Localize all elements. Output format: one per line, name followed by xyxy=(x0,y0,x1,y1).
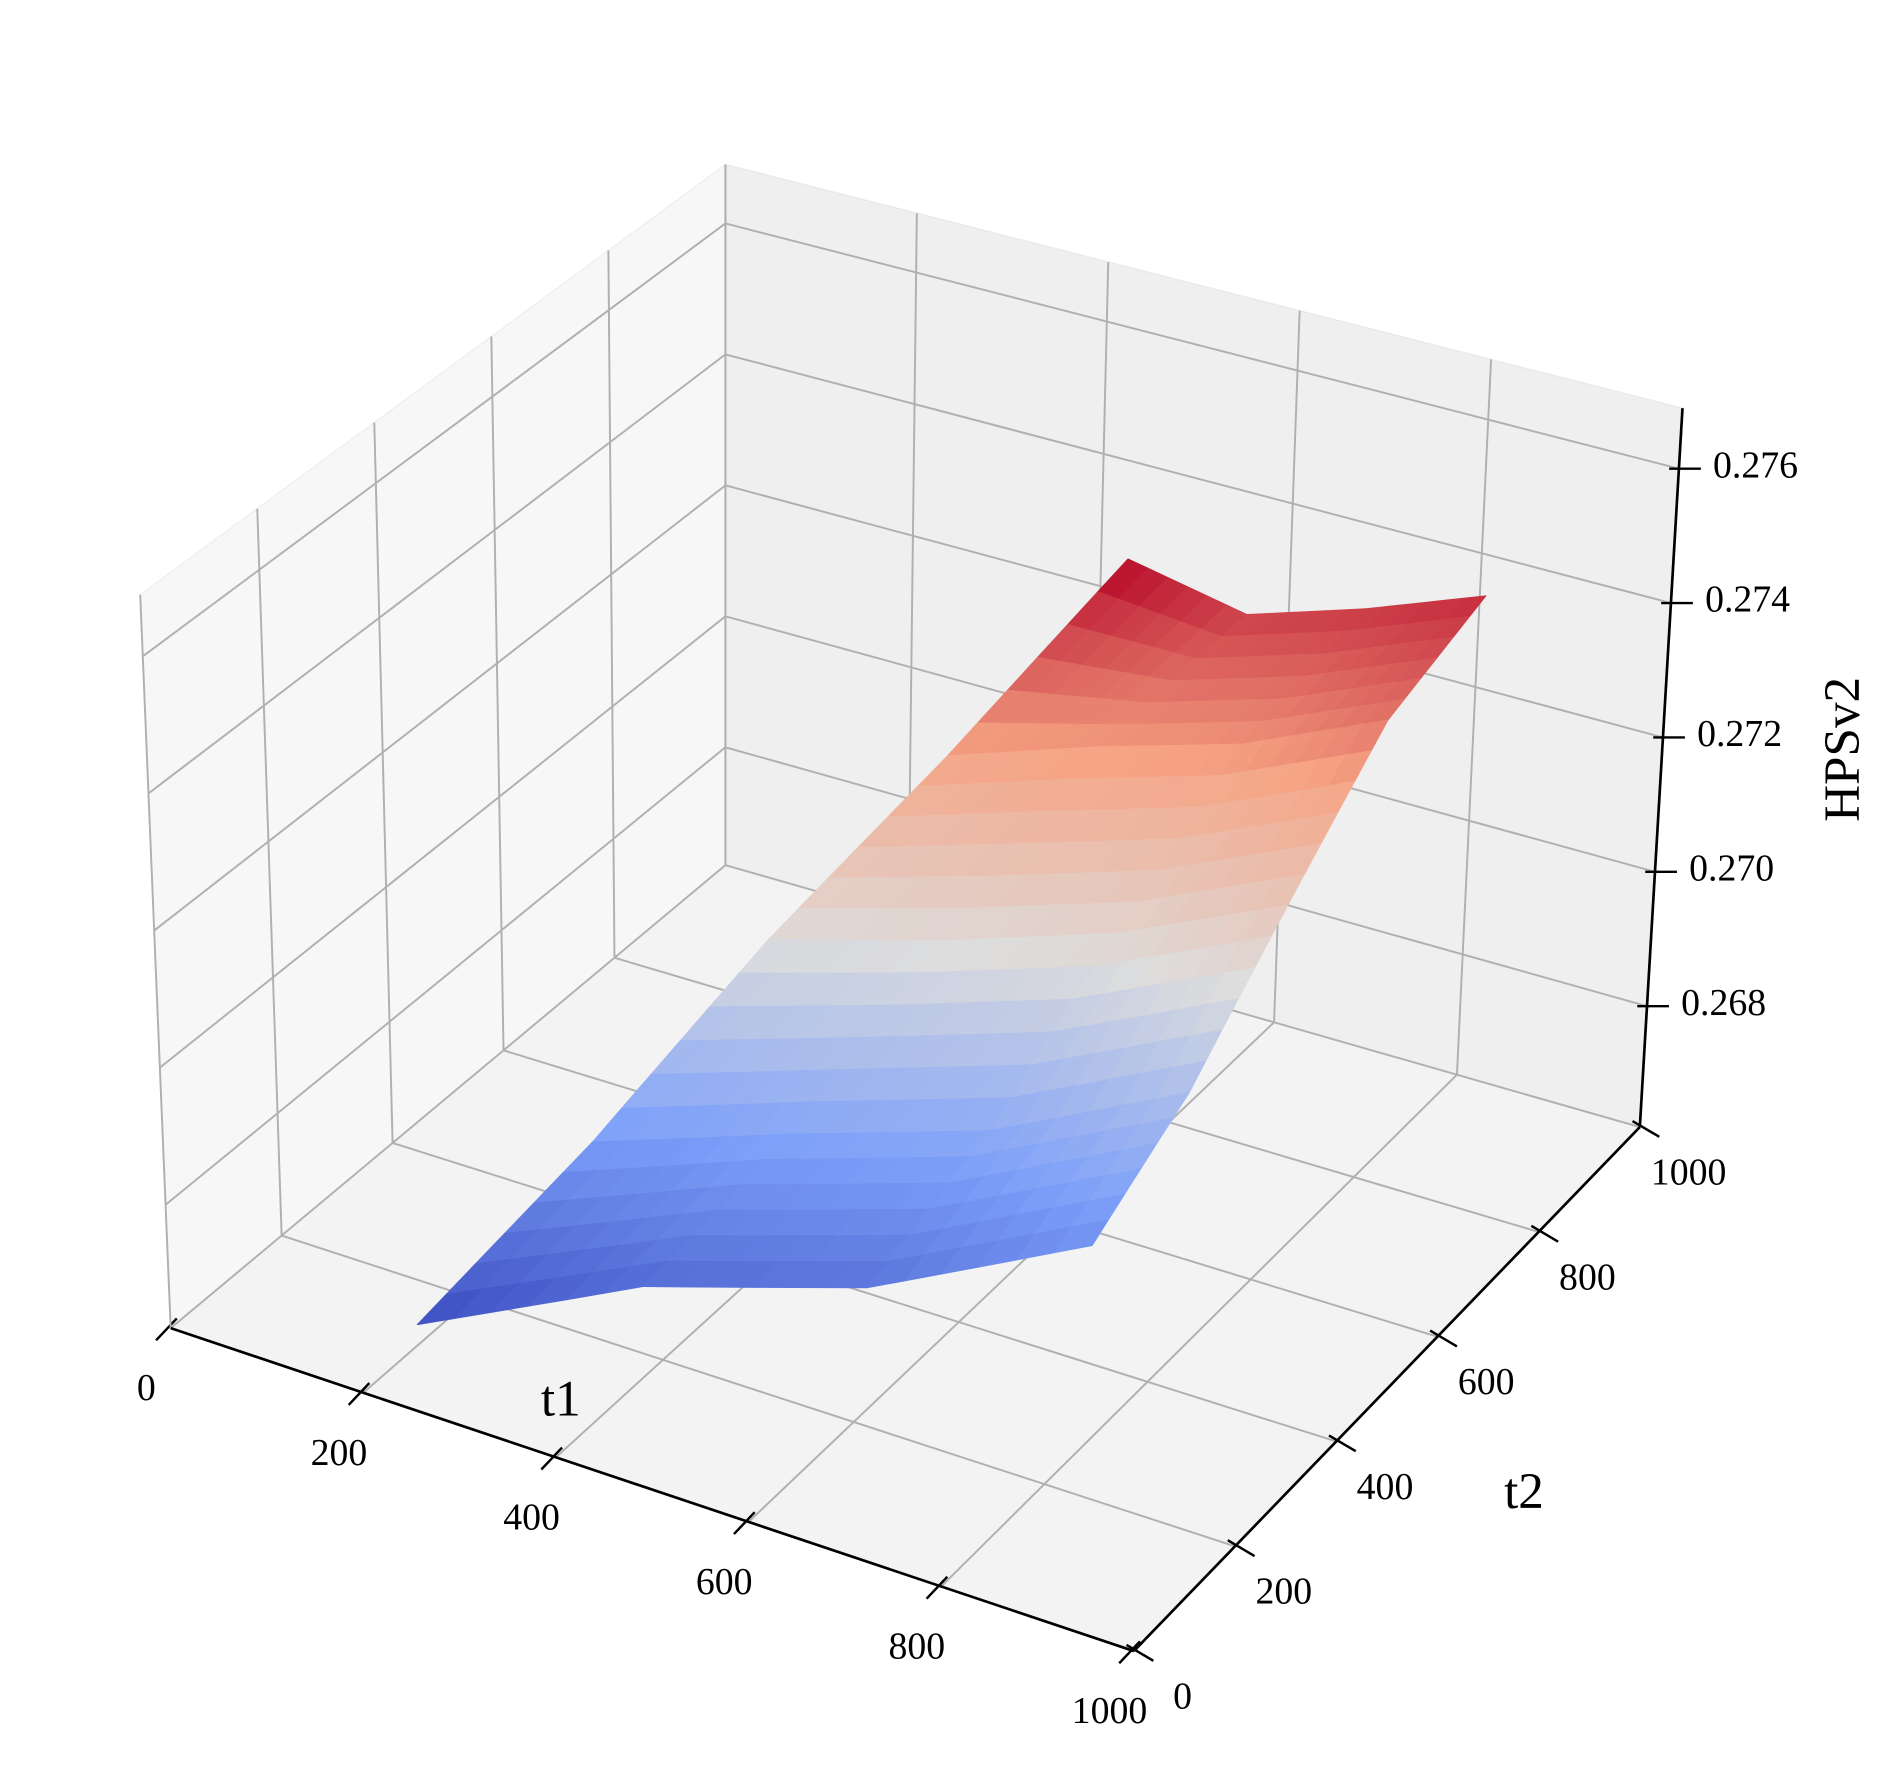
y-tick-label: 400 xyxy=(1357,1466,1414,1508)
z-axis-label: HPSv2 xyxy=(1814,677,1871,822)
x-tick-label: 600 xyxy=(696,1561,753,1603)
x-axis-label: t1 xyxy=(541,1370,581,1427)
y-tick xyxy=(1328,1434,1357,1453)
z-tick-label: 0.272 xyxy=(1697,713,1782,755)
y-tick-label: 600 xyxy=(1458,1361,1515,1403)
x-axis-line xyxy=(170,1326,1135,1653)
y-tick xyxy=(1429,1329,1458,1348)
z-tick-label: 0.276 xyxy=(1713,444,1798,486)
x-tick xyxy=(925,1575,949,1600)
x-tick-label: 400 xyxy=(503,1496,560,1538)
x-tick-label: 800 xyxy=(889,1626,946,1668)
y-tick-label: 1000 xyxy=(1651,1152,1727,1194)
grid-line xyxy=(159,615,727,1069)
x-tick-label: 1000 xyxy=(1072,1690,1148,1732)
z-tick-label: 0.270 xyxy=(1689,847,1774,889)
y-axis-label: t2 xyxy=(1504,1463,1544,1520)
z-tick-label: 0.274 xyxy=(1705,579,1790,621)
x-tick xyxy=(347,1382,371,1406)
y-tick xyxy=(1227,1539,1256,1558)
grid-line xyxy=(281,1234,1236,1548)
x-tick xyxy=(155,1317,178,1342)
x-tick-label: 200 xyxy=(311,1432,368,1474)
grid-line xyxy=(170,864,727,1329)
y-tick-label: 200 xyxy=(1255,1571,1312,1613)
x-tick xyxy=(1118,1640,1141,1665)
z-tick-label: 0.268 xyxy=(1681,982,1766,1024)
x-tick xyxy=(733,1511,756,1535)
grid-line xyxy=(940,1074,1458,1588)
z-axis-line xyxy=(1638,408,1684,1128)
y-tick xyxy=(1530,1224,1559,1243)
grid-line xyxy=(139,594,172,1329)
grid-line xyxy=(725,222,1680,470)
grid-line xyxy=(1455,359,1493,1075)
grid-line xyxy=(147,353,727,795)
grid-line xyxy=(747,1021,1275,1523)
plot-area: 0 200 400 600 800 1000 0 200 400 600 800 1000 0.268 0… xyxy=(137,163,1871,1732)
grid-line xyxy=(153,484,727,932)
y-tick-label: 0 xyxy=(1173,1675,1192,1717)
x-tick xyxy=(540,1446,563,1471)
grid-line xyxy=(725,353,1672,604)
y-tick-label: 800 xyxy=(1559,1256,1616,1298)
y-tick xyxy=(1631,1119,1660,1138)
y-tick xyxy=(1125,1643,1154,1662)
x-tick-label: 0 xyxy=(137,1367,156,1409)
y-axis-line xyxy=(1132,1126,1641,1652)
grid-line xyxy=(164,746,727,1206)
grid-line xyxy=(142,222,727,658)
surface-patch xyxy=(1054,1219,1109,1254)
